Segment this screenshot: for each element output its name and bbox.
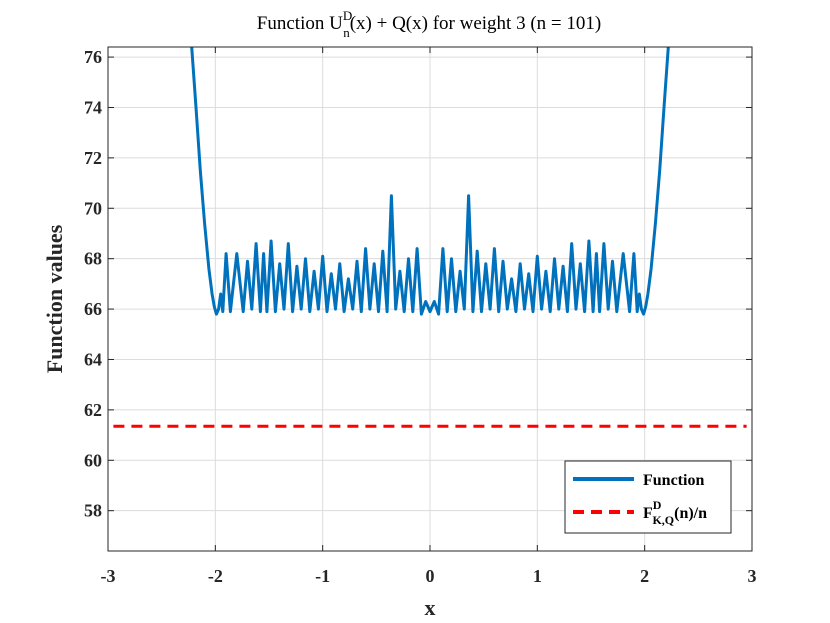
legend-function-label: Function bbox=[643, 472, 704, 489]
x-tick-label: 0 bbox=[426, 566, 435, 586]
y-tick-label: 72 bbox=[84, 148, 102, 168]
ticks bbox=[107, 47, 753, 551]
x-axis-label: x bbox=[425, 595, 436, 620]
y-tick-label: 64 bbox=[84, 349, 102, 369]
y-tick-label: 70 bbox=[84, 198, 102, 218]
x-tick-label: 3 bbox=[748, 566, 757, 586]
x-tick-label: -2 bbox=[208, 566, 223, 586]
y-tick-label: 68 bbox=[84, 249, 102, 269]
y-tick-label: 62 bbox=[84, 400, 102, 420]
tick-labels: -3 -2 -1 0 1 2 3 58 60 62 64 66 68 70 72 74 76 bbox=[84, 47, 757, 586]
y-tick-label: 58 bbox=[84, 501, 102, 521]
y-tick-label: 66 bbox=[84, 299, 102, 319]
y-tick-label: 76 bbox=[84, 47, 102, 67]
chart-title: Function UD n(x) + Q(x) for weight 3 (n =… bbox=[257, 8, 601, 40]
x-tick-label: -3 bbox=[101, 566, 116, 586]
function-series-line bbox=[190, 47, 670, 316]
legend-box bbox=[564, 460, 732, 534]
x-tick-label: 2 bbox=[640, 566, 649, 586]
y-axis-label: Function values bbox=[42, 224, 67, 373]
legend-bound-label: FD K,Q(n)/n bbox=[643, 498, 707, 527]
grid bbox=[107, 47, 753, 551]
y-tick-label: 74 bbox=[84, 97, 102, 117]
x-tick-label: 1 bbox=[533, 566, 542, 586]
series-layer bbox=[113, 47, 747, 428]
legend: Function FD K,Q(n)/n bbox=[564, 460, 732, 534]
x-tick-label: -1 bbox=[315, 566, 330, 586]
y-tick-label: 60 bbox=[84, 450, 102, 470]
